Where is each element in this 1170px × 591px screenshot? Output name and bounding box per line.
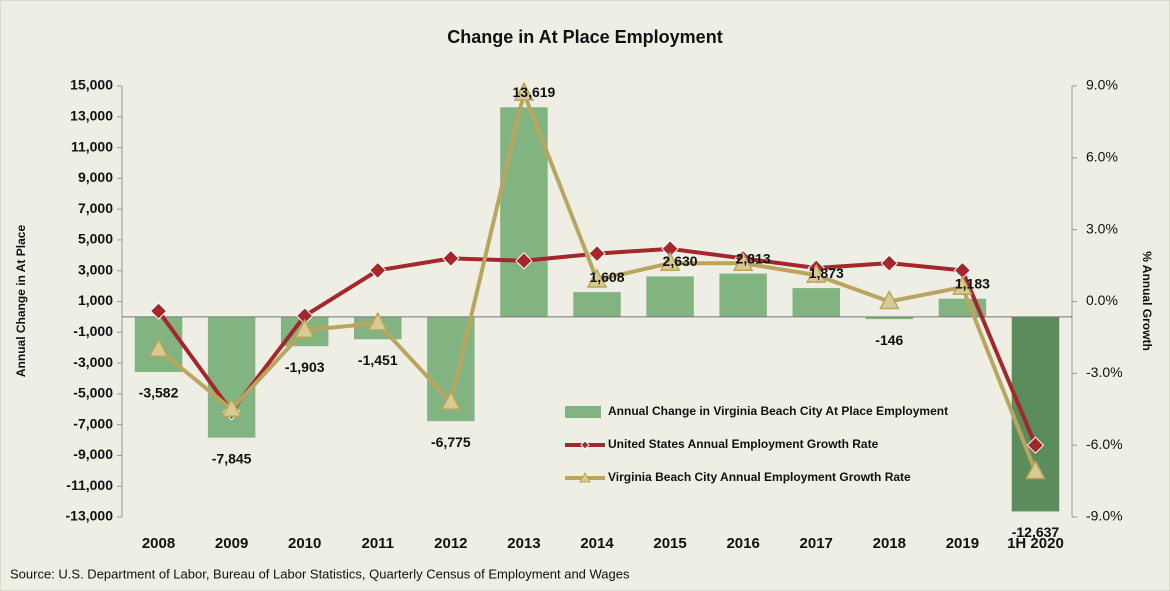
- marker: [588, 244, 606, 263]
- data-label: -146: [875, 332, 903, 348]
- y2-tick-label: -9.0%: [1086, 508, 1123, 524]
- marker: [513, 81, 535, 101]
- marker: [442, 249, 460, 268]
- marker: [732, 251, 754, 271]
- y-tick-label: -5,000: [73, 385, 113, 401]
- bar: [573, 292, 621, 317]
- y-tick-label: 15,000: [70, 77, 113, 93]
- x-tick-label: 2009: [215, 535, 248, 552]
- legend-label: Virginia Beach City Annual Employment Gr…: [608, 470, 911, 484]
- legend-label: Annual Change in Virginia Beach City At …: [608, 404, 948, 418]
- x-tick-label: 2014: [580, 535, 614, 552]
- marker: [1025, 459, 1046, 480]
- x-tick-label: 2015: [653, 535, 686, 552]
- y-tick-label: 9,000: [78, 169, 113, 185]
- x-tick-label: 2018: [873, 535, 906, 552]
- marker: [880, 254, 899, 272]
- marker: [659, 251, 681, 271]
- x-tick-label: 2008: [142, 535, 175, 552]
- bar: [500, 107, 548, 317]
- data-label: 1,608: [589, 269, 624, 285]
- bar: [646, 276, 694, 317]
- data-label: 1,873: [809, 265, 844, 281]
- data-label: -1,451: [358, 352, 398, 368]
- marker: [367, 311, 389, 331]
- marker: [221, 397, 242, 417]
- y2-tick-label: 9.0%: [1086, 77, 1118, 93]
- legend-marker: [579, 471, 591, 483]
- y-tick-label: -11,000: [66, 477, 113, 493]
- data-label: 13,619: [513, 84, 556, 100]
- y-tick-label: -1,000: [73, 323, 113, 339]
- data-label: 1,183: [955, 275, 990, 291]
- source-note: Source: U.S. Department of Labor, Bureau…: [10, 566, 630, 581]
- x-tick-label: 1H 2020: [1007, 535, 1064, 552]
- y2-tick-label: 6.0%: [1086, 149, 1118, 165]
- y-tick-label: -13,000: [66, 508, 114, 524]
- legend-label: United States Annual Employment Growth R…: [608, 437, 879, 451]
- y-tick-label: 5,000: [78, 231, 113, 247]
- y-tick-label: 3,000: [78, 261, 113, 277]
- data-label: -12,637: [1012, 524, 1060, 540]
- y-axis-label: Annual Change in At Place: [14, 225, 28, 378]
- x-tick-label: 2012: [434, 535, 467, 552]
- y2-tick-label: 0.0%: [1086, 292, 1118, 308]
- y-tick-label: -7,000: [73, 415, 113, 431]
- y-tick-label: -9,000: [73, 446, 113, 462]
- marker: [586, 268, 608, 288]
- x-tick-label: 2016: [726, 535, 759, 552]
- data-label: -7,845: [212, 450, 252, 466]
- x-tick-label: 2011: [361, 535, 394, 552]
- y2-tick-label: -6.0%: [1086, 436, 1123, 452]
- x-tick-label: 2019: [946, 535, 979, 552]
- y-tick-label: 11,000: [71, 138, 113, 154]
- y-tick-label: 7,000: [78, 200, 113, 216]
- data-label: 2,813: [736, 250, 771, 266]
- y2-axis-label: % Annual Growth: [1140, 251, 1154, 351]
- marker: [515, 252, 533, 270]
- bar: [792, 288, 840, 317]
- y-tick-label: 1,000: [78, 292, 113, 308]
- y-tick-label: 13,000: [70, 107, 113, 123]
- y-tick-label: -3,000: [73, 354, 113, 370]
- chart-title: Change in At Place Employment: [447, 27, 722, 47]
- marker: [1026, 436, 1045, 454]
- marker: [805, 263, 827, 283]
- marker: [148, 337, 169, 358]
- marker: [149, 302, 168, 320]
- bar: [1011, 316, 1060, 512]
- y2-tick-label: -3.0%: [1086, 364, 1123, 380]
- marker: [294, 318, 315, 338]
- legend-marker: [580, 440, 590, 450]
- marker: [952, 275, 973, 295]
- x-tick-label: 2013: [507, 535, 540, 552]
- marker: [879, 289, 900, 310]
- x-tick-label: 2010: [288, 535, 321, 552]
- marker: [369, 261, 387, 280]
- bar: [865, 316, 914, 320]
- marker: [440, 390, 462, 410]
- legend-swatch: [565, 406, 601, 418]
- x-tick-label: 2017: [800, 535, 833, 552]
- data-label: 2,630: [663, 253, 698, 269]
- data-label: -6,775: [431, 434, 471, 450]
- data-label: -1,903: [285, 359, 325, 375]
- y2-tick-label: 3.0%: [1086, 220, 1118, 236]
- data-label: -3,582: [139, 385, 179, 401]
- bar: [719, 273, 767, 317]
